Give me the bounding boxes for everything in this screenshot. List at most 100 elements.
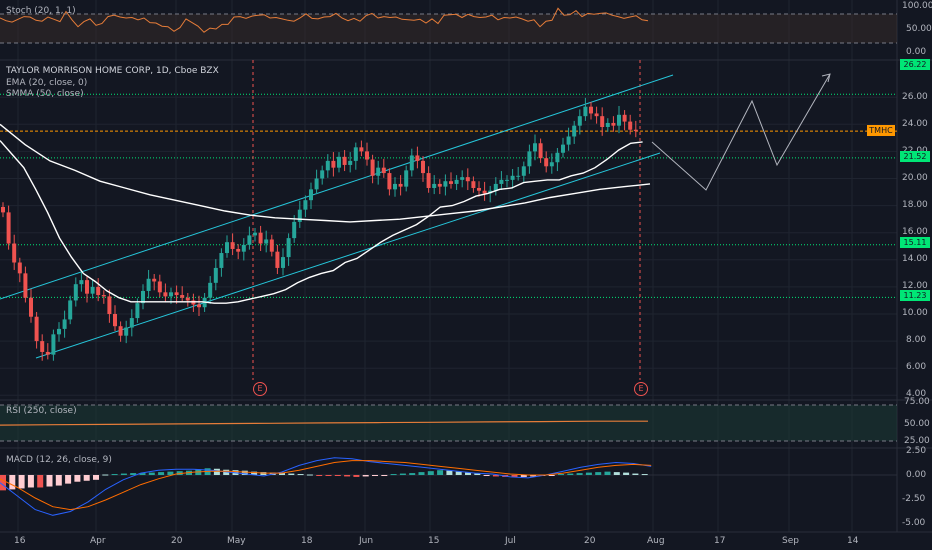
candle-body-58 xyxy=(325,160,330,171)
x-label-20b: 20 xyxy=(584,536,596,546)
macd-signal-line xyxy=(0,460,652,511)
candle-body-69 xyxy=(387,173,392,190)
candle-body-92 xyxy=(516,175,521,177)
main-title: TAYLOR MORRISON HOME CORP, 1D, Cboe BZX xyxy=(6,66,219,76)
candle-body-19 xyxy=(107,296,112,314)
macd-hist-bar-18 xyxy=(167,471,174,475)
candle-body-50 xyxy=(281,257,285,268)
candle-body-26 xyxy=(146,278,151,291)
candle-body-41 xyxy=(230,242,235,249)
x-label-may: May xyxy=(227,536,246,546)
price-tick-26: 26.00 xyxy=(902,92,928,102)
macd-hist-bar-66 xyxy=(613,472,620,475)
x-label-16: 16 xyxy=(14,536,26,546)
candle-body-113 xyxy=(633,129,638,132)
macd-hist-bar-49 xyxy=(455,471,462,475)
candle-body-70 xyxy=(393,183,397,190)
macd-hist-bar-19 xyxy=(176,471,183,475)
rsi-tick-25: 25.00 xyxy=(904,436,930,446)
candle-body-55 xyxy=(309,189,313,201)
macd-hist-bar-14 xyxy=(130,473,137,475)
candle-body-32 xyxy=(180,295,185,298)
macd-hist-bar-26 xyxy=(241,470,248,475)
x-label-apr: Apr xyxy=(90,536,106,546)
macd-hist-bar-9 xyxy=(83,475,90,481)
candle-body-78 xyxy=(437,183,442,187)
candle-body-57 xyxy=(320,170,325,179)
candle-body-29 xyxy=(163,292,168,297)
candle-body-43 xyxy=(241,244,246,252)
ema-label: EMA (20, close, 0) xyxy=(6,78,88,88)
earnings-marker-jul[interactable]: E xyxy=(634,382,648,396)
x-label-jul: Jul xyxy=(505,536,516,546)
macd-hist-bar-60 xyxy=(558,474,564,476)
ema-line xyxy=(0,140,643,304)
macd-hist-bar-51 xyxy=(474,473,481,475)
macd-hist-bar-10 xyxy=(93,475,99,480)
candle-body-15 xyxy=(85,280,89,294)
candle-body-3 xyxy=(17,262,22,274)
macd-tick-2.5: 2.50 xyxy=(906,446,927,456)
candle-body-8 xyxy=(45,351,50,355)
macd-hist-bar-31 xyxy=(288,473,295,475)
channel-lower xyxy=(35,152,661,359)
macd-label: MACD (12, 26, close, 9) xyxy=(6,455,112,465)
macd-hist-bar-4 xyxy=(37,475,44,488)
candle-body-49 xyxy=(275,251,280,268)
macd-hist-bar-17 xyxy=(158,472,165,475)
candle-body-106 xyxy=(594,113,599,117)
candle-body-40 xyxy=(225,242,229,254)
price-tag-11: 11.23 xyxy=(900,290,930,301)
candle-body-12 xyxy=(68,300,73,320)
candle-body-105 xyxy=(589,106,593,114)
candle-body-108 xyxy=(605,122,610,128)
macd-hist-bar-34 xyxy=(316,475,323,476)
candle-body-1 xyxy=(6,212,11,244)
candle-body-100 xyxy=(561,144,565,153)
price-tick-4: 4.00 xyxy=(906,389,927,399)
macd-hist-bar-33 xyxy=(306,474,313,476)
macd-hist-bar-13 xyxy=(120,473,127,475)
rsi-tick-75: 75.00 xyxy=(904,397,930,407)
earnings-marker-may[interactable]: E xyxy=(253,382,267,396)
macd-hist-bar-62 xyxy=(576,473,583,475)
macd-hist-bar-15 xyxy=(139,473,146,475)
macd-hist-bar-55 xyxy=(511,475,518,478)
macd-hist-bar-68 xyxy=(632,473,639,475)
candle-body-81 xyxy=(454,179,459,184)
x-label-aug: Aug xyxy=(647,536,665,546)
x-label-18: 18 xyxy=(301,536,313,546)
candle-body-66 xyxy=(370,159,375,176)
price-tag-21: 21.52 xyxy=(900,151,930,162)
candle-body-97 xyxy=(544,158,549,167)
macd-hist-bar-50 xyxy=(465,472,471,475)
macd-hist-bar-23 xyxy=(213,468,220,475)
candle-body-14 xyxy=(79,280,84,285)
price-tick-18: 18.00 xyxy=(902,200,928,210)
candle-body-17 xyxy=(96,286,101,296)
price-tag-26: 26.22 xyxy=(900,59,930,70)
candle-body-111 xyxy=(622,114,627,122)
candle-body-82 xyxy=(460,177,465,180)
candle-body-0 xyxy=(1,206,5,213)
candle-body-99 xyxy=(555,152,560,163)
candle-body-54 xyxy=(303,200,308,210)
candle-body-4 xyxy=(23,273,28,298)
x-label-14: 14 xyxy=(847,536,859,546)
macd-hist-bar-42 xyxy=(390,474,397,476)
candle-body-18 xyxy=(101,295,106,297)
candle-body-95 xyxy=(533,143,537,152)
candle-body-44 xyxy=(247,235,252,245)
macd-hist-bar-3 xyxy=(27,475,34,488)
candle-body-67 xyxy=(376,167,381,176)
candle-body-85 xyxy=(477,187,481,191)
macd-hist-bar-11 xyxy=(102,474,109,476)
candle-body-25 xyxy=(141,290,145,304)
candle-body-31 xyxy=(174,292,179,296)
candle-body-23 xyxy=(129,318,134,328)
macd-hist-bar-44 xyxy=(409,473,416,475)
candle-body-65 xyxy=(365,151,369,160)
stoch-tick-0: 0.00 xyxy=(906,47,927,57)
candle-body-94 xyxy=(527,151,532,167)
